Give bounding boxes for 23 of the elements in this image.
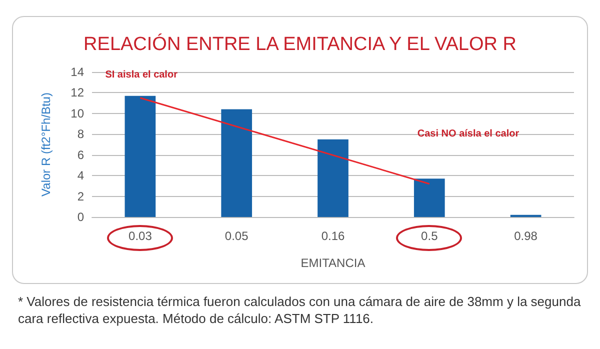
y-tick-label: 2 xyxy=(77,189,84,204)
x-tick-label: 0.05 xyxy=(224,229,249,243)
text: * Valores de resistencia térmica fueron calculados con una cámara de aire de 38mm y la segunda cara reflectiva expuesta. Método de cálculo: ASTM STP 1116. xyxy=(18,293,582,327)
y-tick-label: 10 xyxy=(70,106,84,120)
x-tick-label: 0.03 xyxy=(128,229,152,243)
bar xyxy=(124,96,156,217)
x-tick-label: 0.98 xyxy=(514,229,538,243)
y-tick-label: 8 xyxy=(77,127,84,142)
annotation: SI aisla el calor xyxy=(105,69,178,80)
y-tick-label: 6 xyxy=(77,148,84,162)
x-tick-label: 0.16 xyxy=(321,229,345,243)
annotation: Casi NO aísla el calor xyxy=(417,128,520,140)
y-tick-label: 12 xyxy=(70,86,84,100)
x-axis-title: EMITANCIA xyxy=(300,256,366,270)
x-tick-label: 0.5 xyxy=(421,229,438,243)
y-tick-label: 14 xyxy=(70,65,84,79)
y-tick-label: 4 xyxy=(77,168,84,183)
y-axis-title: Valor R (ft2°Fh/Btu) xyxy=(39,92,53,196)
bar xyxy=(414,178,445,217)
y-tick-label: 0 xyxy=(77,210,84,224)
bar xyxy=(221,109,252,217)
chart-title: RELACIÓN ENTRE LA EMITANCIA Y EL VALOR R xyxy=(84,33,516,55)
bar xyxy=(318,139,348,217)
